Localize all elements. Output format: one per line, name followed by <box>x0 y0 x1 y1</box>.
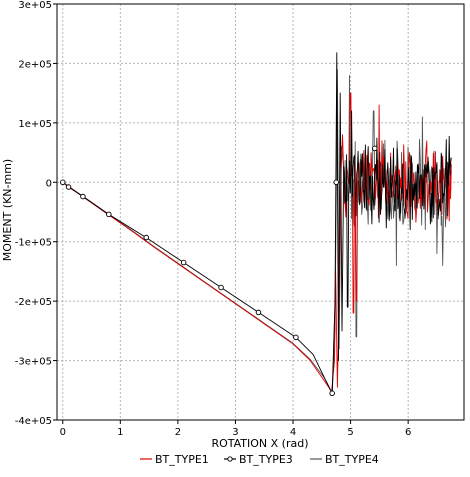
legend-label: BT_TYPE1 <box>155 453 209 466</box>
y-tick-label: 3e+05 <box>18 0 52 11</box>
legend-label: BT_TYPE4 <box>325 453 379 466</box>
series-marker-bt-type3 <box>60 179 66 186</box>
series-marker-bt-type3 <box>218 284 224 291</box>
series-marker-bt-type3 <box>329 390 335 397</box>
series-layer <box>60 52 452 397</box>
x-axis-title: ROTATION X (rad) <box>211 437 308 450</box>
x-tick-label: 3 <box>232 427 238 438</box>
series-marker-bt-type3 <box>333 179 339 186</box>
series-marker-bt-type3 <box>143 234 149 241</box>
x-tick-label: 2 <box>175 427 181 438</box>
series-marker-bt-type3 <box>293 334 299 341</box>
y-tick-label: 2e+05 <box>18 59 52 70</box>
legend-label: BT_TYPE3 <box>239 453 293 466</box>
series-marker-bt-type3 <box>255 309 262 316</box>
series-marker-bt-type3 <box>65 184 72 190</box>
x-tick-label: 0 <box>60 427 66 438</box>
plot-frame <box>56 3 465 421</box>
x-tick-label: 5 <box>347 427 353 438</box>
y-tick-label: -4e+05 <box>15 416 52 427</box>
y-tick-label: -3e+05 <box>15 357 52 368</box>
y-tick-label: 1e+05 <box>18 119 52 130</box>
series-marker-bt-type3 <box>372 145 378 152</box>
legend: BT_TYPE1 BT_TYPE3 BT_TYPE4 <box>140 453 379 466</box>
x-tick-label: 4 <box>290 427 296 438</box>
x-tick-label: 6 <box>405 427 411 438</box>
y-tick-label: 0 <box>46 178 52 189</box>
series-line-bt-type3 <box>62 52 452 394</box>
series-marker-bt-type3 <box>80 193 86 200</box>
y-axis-title: MOMENT (KN-mm) <box>1 159 14 261</box>
series-marker-bt-type3 <box>180 259 187 266</box>
y-tick-label: -2e+05 <box>15 297 52 308</box>
y-axis-ticks: -4e+05 -3e+05 -2e+05 -1e+05 0 1e+05 2e+05 3e+05 <box>15 0 57 427</box>
x-tick-label: 1 <box>117 427 123 438</box>
x-axis-ticks: 0 1 2 3 4 5 6 <box>60 420 411 438</box>
grid-lines <box>57 4 464 420</box>
series-marker-bt-type3 <box>106 211 112 218</box>
y-tick-label: -1e+05 <box>15 238 52 249</box>
legend-marker <box>227 456 233 462</box>
